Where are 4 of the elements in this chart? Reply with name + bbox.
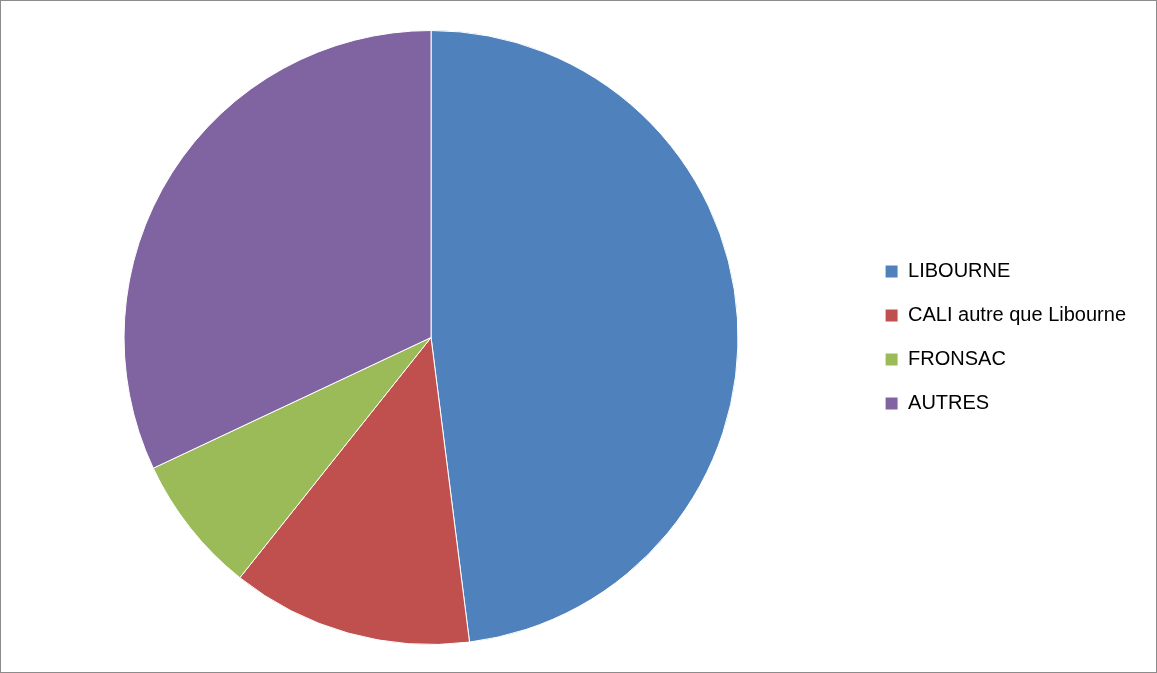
legend-label: CALI autre que Libourne [908,303,1127,326]
legend-label: LIBOURNE [908,259,1011,282]
legend-label: FRONSAC [908,347,1006,370]
legend-label: AUTRES [908,391,990,414]
